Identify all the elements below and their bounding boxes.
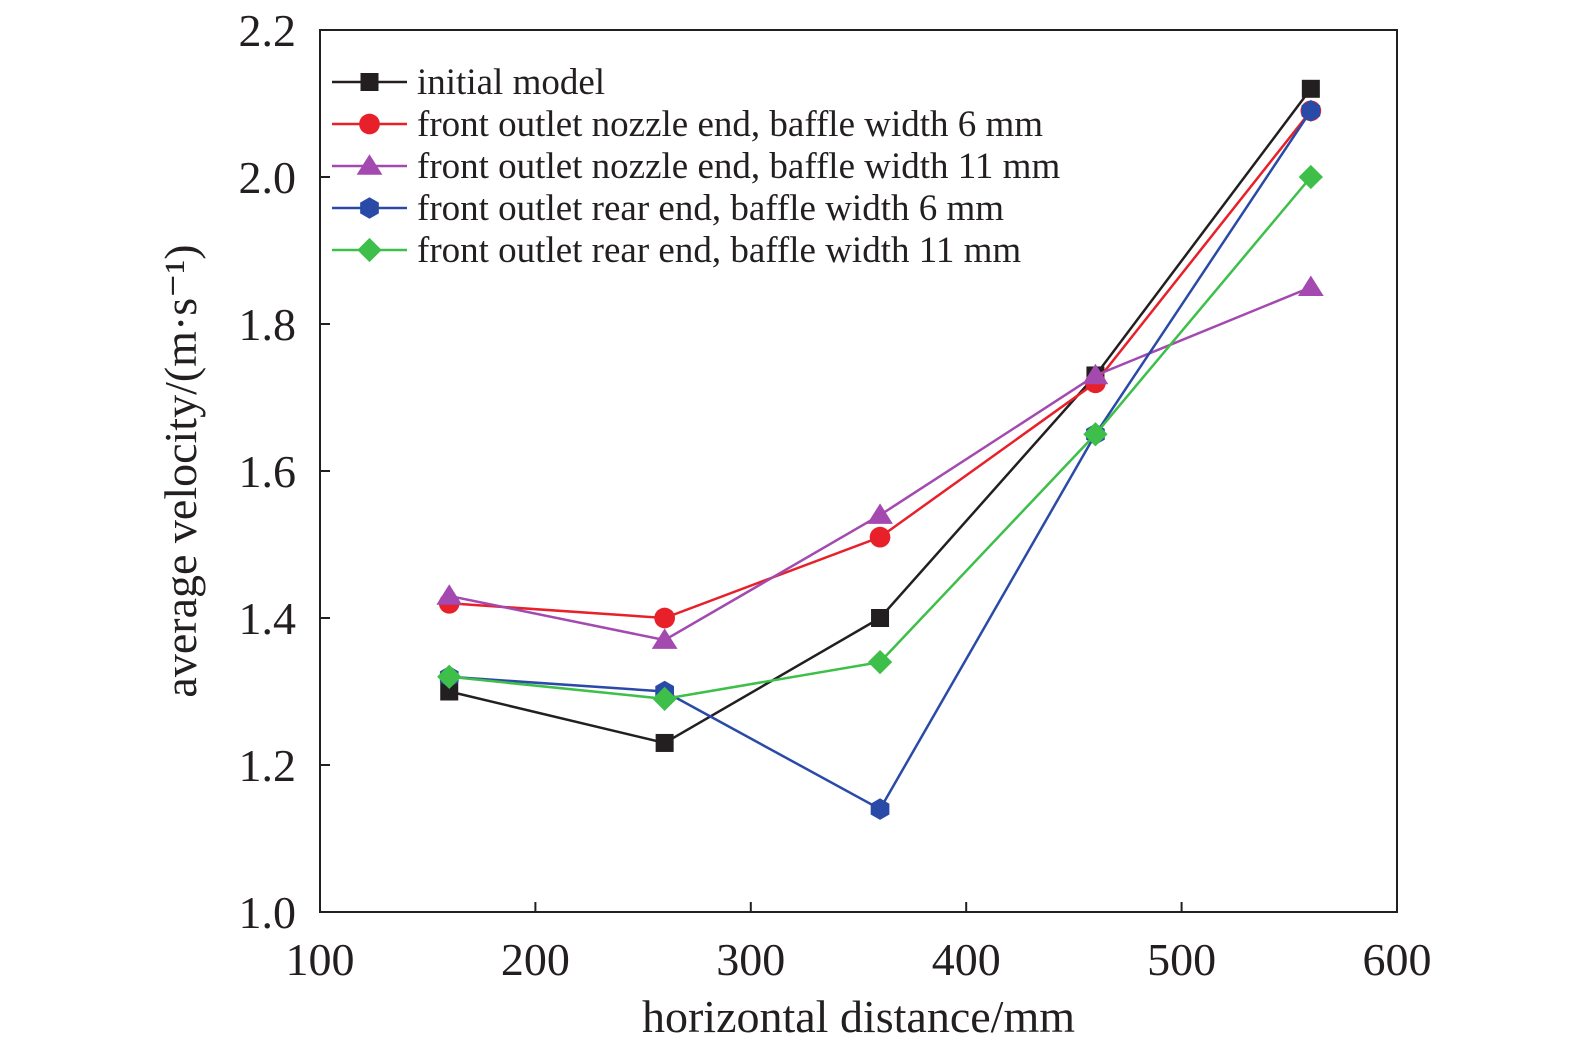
legend-marker	[360, 73, 379, 91]
data-point	[655, 733, 674, 752]
data-point	[1301, 79, 1320, 98]
series-layer	[436, 79, 1324, 820]
data-point	[867, 503, 893, 524]
series-5	[437, 164, 1323, 711]
legend-entry: front outlet rear end, baffle width 6 mm	[417, 188, 1004, 229]
data-point	[436, 584, 463, 605]
data-point	[1082, 363, 1109, 385]
data-point	[1298, 164, 1323, 190]
legend-marker	[356, 154, 383, 175]
data-point	[652, 686, 677, 711]
x-tick-label: 100	[286, 934, 355, 985]
data-point	[870, 798, 890, 820]
y-tick-label: 1.2	[239, 740, 297, 791]
series-line	[448, 286, 1312, 642]
y-tick-label: 1.6	[239, 446, 297, 497]
legend-marker	[357, 237, 382, 263]
data-point	[440, 682, 459, 701]
data-point	[869, 526, 891, 548]
data-point	[437, 664, 462, 689]
x-axis-label: horizontal distance/mm	[642, 991, 1075, 1042]
legend-entry: initial model	[417, 62, 605, 103]
x-tick-label: 300	[716, 934, 785, 985]
data-point	[1301, 100, 1321, 122]
data-point	[651, 628, 678, 649]
data-point	[867, 649, 893, 675]
x-tick-label: 500	[1147, 934, 1216, 985]
data-point	[654, 607, 675, 629]
legend-marker	[359, 113, 380, 135]
legend-entry: front outlet nozzle end, baffle width 6 …	[417, 104, 1043, 145]
y-tick-label: 1.8	[239, 299, 297, 350]
y-tick-label: 2.0	[239, 152, 297, 203]
legend-entry: front outlet nozzle end, baffle width 11…	[417, 146, 1060, 187]
y-tick-label: 1.0	[239, 887, 297, 938]
x-tick-label: 200	[501, 934, 570, 985]
data-point	[1083, 422, 1108, 447]
data-point	[871, 609, 890, 627]
legend-entry: front outlet rear end, baffle width 11 m…	[417, 230, 1021, 271]
data-point	[1297, 275, 1324, 297]
y-axis-label: average velocity/(m·s⁻¹)	[155, 244, 206, 697]
y-tick-label: 2.2	[239, 5, 297, 56]
x-tick-label: 600	[1363, 934, 1432, 985]
x-tick-label: 400	[932, 934, 1001, 985]
legend-marker	[360, 197, 379, 219]
y-tick-label: 1.4	[239, 593, 297, 644]
axis-ticks: 100 200 300 400 500 600 1.0 1.2 1.4 1.6 1.8 2.0 2.2	[239, 5, 1432, 985]
series-3	[436, 275, 1324, 649]
